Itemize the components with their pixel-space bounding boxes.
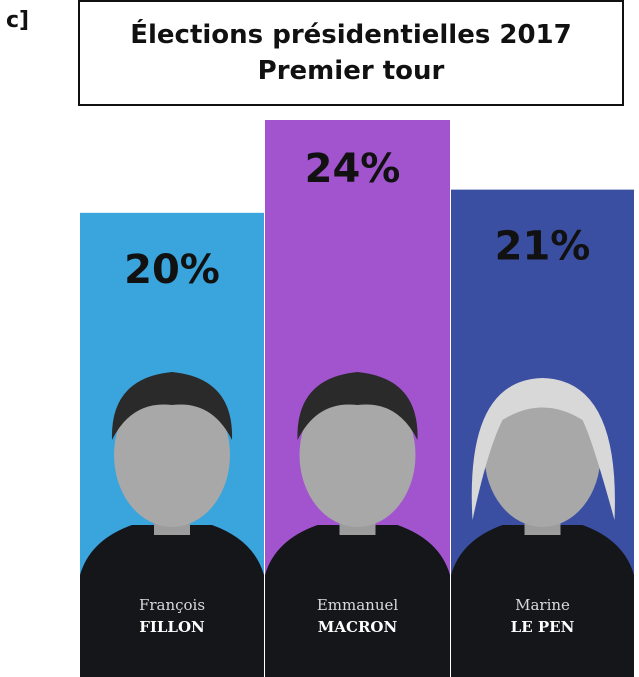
value-label-le-pen: 21% [495,224,591,270]
chart-title-box: Élections présidentielles 2017 Premier t… [78,0,624,106]
first-name-fillon: François [139,596,205,614]
last-name-macron: MACRON [318,618,398,636]
bar-group-macron: 24% Emmanuel MACRON [265,120,450,677]
bar-group-le-pen: 21% Marine LE PEN [451,189,634,677]
bar-group-fillon: 20% François FILLON [80,212,264,677]
hair-fillon [111,372,233,440]
first-name-macron: Emmanuel [317,596,399,614]
hair-macron [297,372,418,440]
hair-le-pen [471,378,615,520]
portrait-face-fillon [114,383,230,527]
chart-subtitle: Premier tour [257,56,445,86]
suit-le-pen [451,525,634,677]
suit-macron [265,525,450,677]
suit-fillon [80,525,264,677]
last-name-le-pen: LE PEN [511,618,575,636]
portrait-face-le-pen [484,383,601,527]
chart-title: Élections présidentielles 2017 [130,20,572,50]
panel-label: c] [6,8,30,33]
value-label-fillon: 20% [124,247,220,293]
portrait-face-macron [299,383,416,527]
last-name-fillon: FILLON [139,618,205,636]
first-name-le-pen: Marine [515,596,570,614]
value-label-macron: 24% [305,146,401,192]
